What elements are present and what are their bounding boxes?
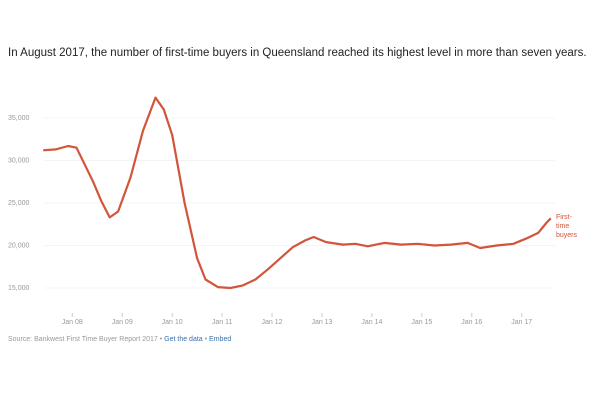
y-tick-label: 20,000	[8, 242, 30, 249]
source: Source: Bankwest First Time Buyer Report…	[8, 336, 158, 343]
x-tick-label: Jan 12	[262, 319, 283, 326]
link[interactable]: Embed	[209, 336, 232, 343]
y-tick-label: 30,000	[8, 157, 30, 164]
y-tick-label: 15,000	[8, 285, 30, 292]
x-tick-label: Jan 11	[212, 319, 233, 326]
x-tick-label: Jan 17	[511, 319, 532, 326]
separator: •	[204, 336, 208, 343]
link[interactable]: Get the data	[164, 336, 203, 343]
x-tick-label: Jan 15	[411, 319, 432, 326]
source-line: Source: Bankwest First Time Buyer Report…	[8, 336, 231, 343]
x-tick-label: Jan 16	[461, 319, 482, 326]
x-tick-label: Jan 10	[162, 319, 183, 326]
x-tick-label: Jan 08	[62, 319, 83, 326]
x-tick-label: Jan 09	[112, 319, 133, 326]
y-tick-label: 35,000	[8, 115, 30, 122]
series-label: First-time buyers	[556, 214, 578, 239]
separator: •	[159, 336, 163, 343]
x-tick-label: Jan 14	[361, 319, 382, 326]
y-tick-label: 25,000	[8, 200, 30, 207]
x-tick-label: Jan 13	[311, 319, 332, 326]
chart-title: In August 2017, the number of first-time…	[8, 47, 587, 59]
series-line	[43, 96, 552, 290]
